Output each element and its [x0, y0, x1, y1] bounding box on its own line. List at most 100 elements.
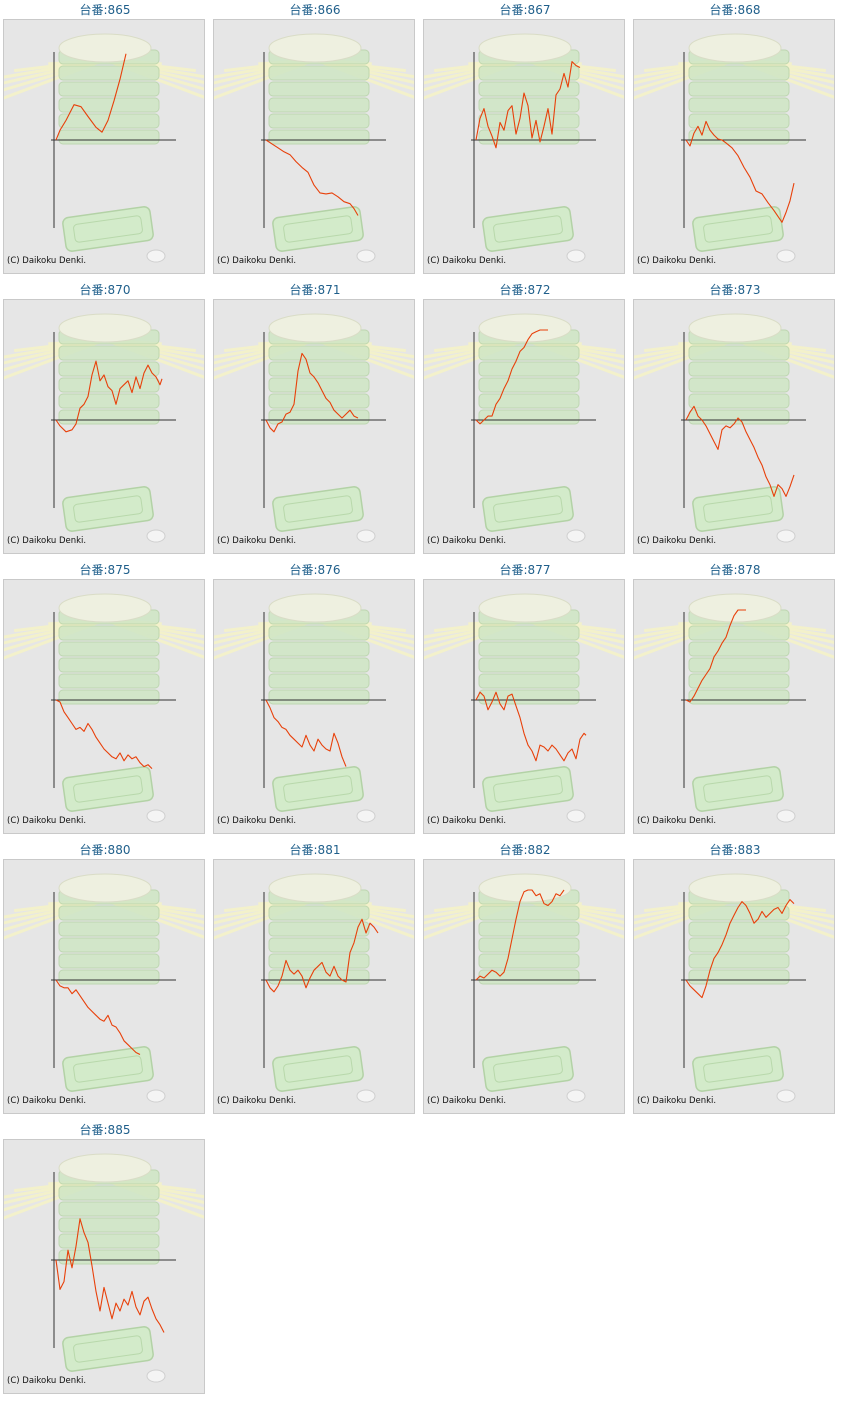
- machine-number-title: 台番:865: [79, 3, 131, 17]
- graph-panel: (C) Daikoku Denki.: [633, 19, 835, 274]
- series-line: [265, 918, 379, 993]
- series-line: [55, 979, 141, 1055]
- copyright-text: (C) Daikoku Denki.: [427, 1096, 507, 1106]
- machine-number-title: 台番:875: [79, 563, 131, 577]
- line-chart: [634, 313, 834, 543]
- graph-panel: (C) Daikoku Denki.: [423, 579, 625, 834]
- backdrop-illustration: [634, 593, 834, 823]
- line-chart: [634, 873, 834, 1103]
- copyright-text: (C) Daikoku Denki.: [7, 1376, 87, 1386]
- machine-number-title: 台番:877: [499, 563, 551, 577]
- backdrop-illustration: [424, 313, 624, 543]
- series-line: [55, 53, 127, 141]
- backdrop-illustration: [214, 593, 414, 823]
- backdrop-illustration: [634, 873, 834, 1103]
- machine-number-title: 台番:881: [289, 843, 341, 857]
- machine-number-title: 台番:868: [709, 3, 761, 17]
- backdrop-illustration: [214, 873, 414, 1103]
- chart-cell: 台番:878 (C) Daikoku Denki.: [630, 560, 840, 840]
- backdrop-illustration: [4, 33, 204, 263]
- chart-cell: 台番:873 (C) Daikoku Denki.: [630, 280, 840, 560]
- machine-number-title: 台番:878: [709, 563, 761, 577]
- line-chart: [4, 33, 204, 263]
- copyright-text: (C) Daikoku Denki.: [637, 536, 717, 546]
- copyright-text: (C) Daikoku Denki.: [217, 256, 297, 266]
- chart-cell: 台番:865 (C) Daikoku Denki.: [0, 0, 210, 280]
- line-chart: [214, 873, 414, 1103]
- machine-number-title: 台番:870: [79, 283, 131, 297]
- graph-panel: (C) Daikoku Denki.: [213, 859, 415, 1114]
- chart-cell: 台番:875 (C) Daikoku Denki.: [0, 560, 210, 840]
- machine-number-title: 台番:872: [499, 283, 551, 297]
- graph-panel: (C) Daikoku Denki.: [423, 299, 625, 554]
- chart-cell: 台番:882 (C) Daikoku Denki.: [420, 840, 630, 1120]
- chart-cell: 台番:883 (C) Daikoku Denki.: [630, 840, 840, 1120]
- line-chart: [4, 593, 204, 823]
- line-chart: [424, 313, 624, 543]
- machine-number-title: 台番:871: [289, 283, 341, 297]
- graph-panel: (C) Daikoku Denki.: [633, 579, 835, 834]
- backdrop-illustration: [424, 593, 624, 823]
- chart-cell: 台番:880 (C) Daikoku Denki.: [0, 840, 210, 1120]
- series-line: [55, 360, 163, 433]
- chart-cell: 台番:866 (C) Daikoku Denki.: [210, 0, 420, 280]
- copyright-text: (C) Daikoku Denki.: [7, 256, 87, 266]
- backdrop-illustration: [424, 33, 624, 263]
- graph-panel: (C) Daikoku Denki.: [3, 19, 205, 274]
- machine-number-title: 台番:885: [79, 1123, 131, 1137]
- backdrop-illustration: [214, 33, 414, 263]
- graph-panel: (C) Daikoku Denki.: [213, 579, 415, 834]
- graph-panel: (C) Daikoku Denki.: [3, 579, 205, 834]
- chart-cell: 台番:881 (C) Daikoku Denki.: [210, 840, 420, 1120]
- machine-number-title: 台番:866: [289, 3, 341, 17]
- line-chart: [634, 593, 834, 823]
- machine-number-title: 台番:867: [499, 3, 551, 17]
- graph-panel: (C) Daikoku Denki.: [423, 19, 625, 274]
- backdrop-illustration: [424, 873, 624, 1103]
- graph-panel: (C) Daikoku Denki.: [3, 299, 205, 554]
- line-chart: [634, 33, 834, 263]
- machine-number-title: 台番:883: [709, 843, 761, 857]
- machine-number-title: 台番:873: [709, 283, 761, 297]
- backdrop-illustration: [214, 313, 414, 543]
- copyright-text: (C) Daikoku Denki.: [7, 816, 87, 826]
- graph-panel: (C) Daikoku Denki.: [213, 19, 415, 274]
- chart-cell: 台番:871 (C) Daikoku Denki.: [210, 280, 420, 560]
- copyright-text: (C) Daikoku Denki.: [637, 256, 717, 266]
- line-chart: [424, 873, 624, 1103]
- graph-panel: (C) Daikoku Denki.: [423, 859, 625, 1114]
- chart-cell: 台番:877 (C) Daikoku Denki.: [420, 560, 630, 840]
- series-line: [475, 889, 565, 981]
- graph-panel: (C) Daikoku Denki.: [213, 299, 415, 554]
- copyright-text: (C) Daikoku Denki.: [637, 816, 717, 826]
- series-line: [475, 691, 587, 762]
- copyright-text: (C) Daikoku Denki.: [637, 1096, 717, 1106]
- line-chart: [214, 593, 414, 823]
- line-chart: [424, 593, 624, 823]
- backdrop-illustration: [634, 313, 834, 543]
- series-line: [685, 405, 795, 497]
- backdrop-illustration: [4, 593, 204, 823]
- line-chart: [4, 313, 204, 543]
- backdrop-illustration: [4, 873, 204, 1103]
- graph-panel: (C) Daikoku Denki.: [633, 859, 835, 1114]
- chart-cell: 台番:867 (C) Daikoku Denki.: [420, 0, 630, 280]
- chart-cell: 台番:876 (C) Daikoku Denki.: [210, 560, 420, 840]
- series-line: [685, 609, 746, 703]
- series-line: [475, 61, 581, 149]
- series-line: [685, 120, 795, 223]
- line-chart: [4, 873, 204, 1103]
- line-chart: [214, 33, 414, 263]
- copyright-text: (C) Daikoku Denki.: [217, 536, 297, 546]
- chart-cell: 台番:872 (C) Daikoku Denki.: [420, 280, 630, 560]
- series-line: [475, 329, 548, 425]
- line-chart: [424, 33, 624, 263]
- series-line: [265, 699, 347, 767]
- chart-cell: 台番:868 (C) Daikoku Denki.: [630, 0, 840, 280]
- series-line: [55, 699, 153, 769]
- series-line: [685, 899, 795, 999]
- machine-number-title: 台番:882: [499, 843, 551, 857]
- copyright-text: (C) Daikoku Denki.: [427, 536, 507, 546]
- graph-panel: (C) Daikoku Denki.: [633, 299, 835, 554]
